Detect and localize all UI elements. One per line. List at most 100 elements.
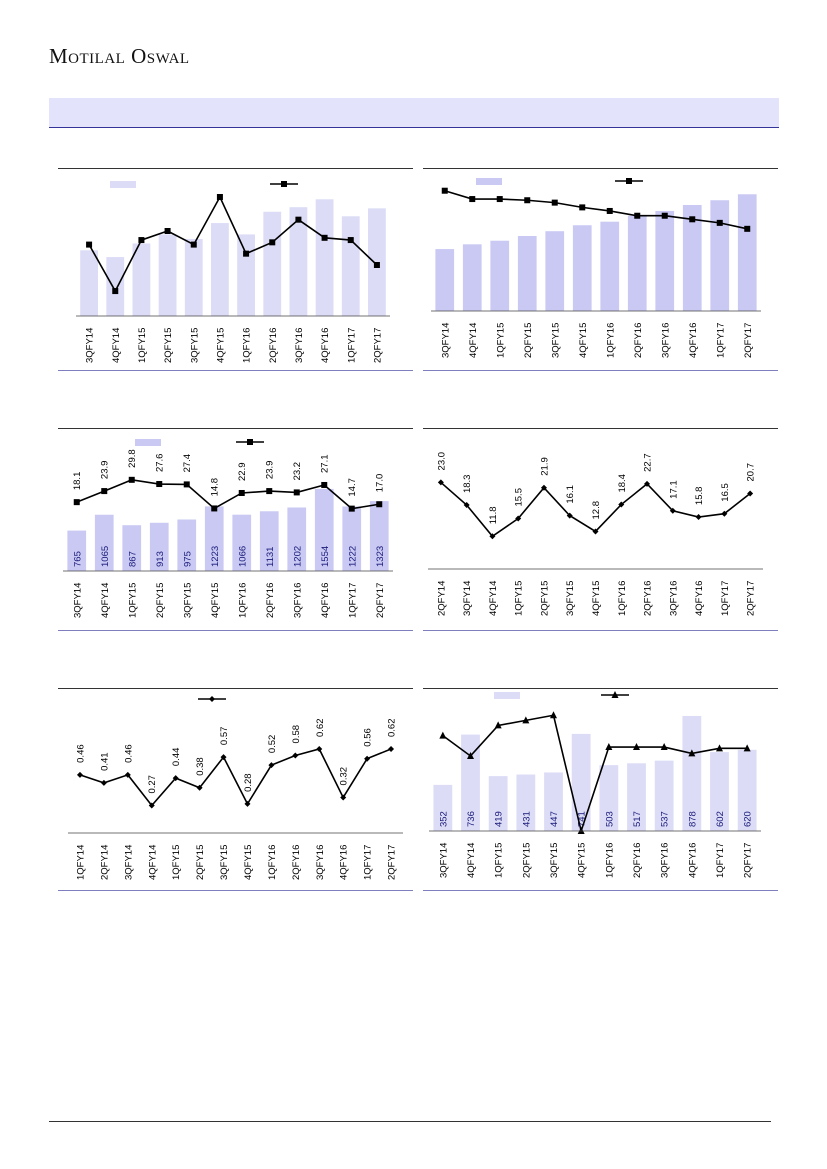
line-point [605, 743, 613, 751]
legend-bar-swatch [135, 439, 161, 446]
line-point [577, 827, 585, 834]
x-tick-label: 1QFY17 [715, 323, 726, 358]
x-tick-label: 4QFY14 [111, 328, 122, 363]
line-point [321, 234, 328, 241]
x-tick-label: 4QFY14 [488, 581, 499, 616]
line-value-label: 16.1 [565, 485, 576, 504]
x-tick-label: 4QFY16 [694, 581, 705, 616]
legend-bar-swatch [494, 692, 520, 699]
line-point [467, 751, 474, 759]
bar [655, 210, 675, 311]
bar-value-label: 352 [438, 811, 449, 827]
panel-top-rule [423, 688, 778, 689]
x-tick-label: 4QFY15 [578, 323, 589, 358]
bar [232, 514, 252, 571]
x-tick-label: 1QFY16 [604, 843, 615, 878]
series-line [76, 479, 380, 510]
x-tick-label: 2QFY17 [372, 328, 383, 363]
line-point [496, 196, 503, 203]
x-tick-label: 1QFY15 [127, 583, 138, 618]
bar-value-label: 419 [494, 811, 505, 827]
bar [737, 749, 757, 831]
line-point [348, 505, 355, 512]
bar-value-label: 1066 [237, 546, 248, 567]
line-point [634, 212, 641, 219]
x-tick-label: 1QFY17 [363, 845, 374, 880]
x-tick-label: 2QFY16 [268, 328, 279, 363]
x-tick-label: 3QFY15 [182, 583, 193, 618]
panel-bottom-rule [423, 630, 778, 631]
bar-value-label: 741 [577, 811, 588, 827]
bar [237, 234, 255, 316]
bar [627, 763, 646, 831]
line-value-label: 16.5 [720, 483, 731, 502]
bar [287, 507, 307, 571]
line-value-label: 27.6 [155, 454, 166, 473]
line-value-label: 0.28 [243, 773, 254, 792]
x-tick-label: 3QFY16 [660, 323, 671, 358]
line-point [688, 749, 696, 757]
x-tick-label: 2QFY16 [643, 581, 654, 616]
line-value-label: 14.7 [347, 478, 358, 497]
line-point [124, 771, 131, 778]
x-tick-label: 2QFY17 [743, 843, 754, 878]
line-point [112, 288, 119, 295]
x-tick-label: 2QFY16 [291, 845, 302, 880]
line-point [633, 743, 640, 751]
x-tick-label: 2QFY15 [523, 323, 534, 358]
line-point [695, 514, 702, 521]
line-value-label: 17.1 [668, 480, 679, 498]
line-value-label: 17.0 [375, 474, 386, 493]
bar-value-label: 913 [155, 551, 166, 567]
bar [682, 205, 702, 311]
x-tick-label: 4QFY15 [243, 845, 254, 880]
line-point [86, 241, 93, 248]
bar [737, 194, 757, 311]
x-tick-label: 2QFY14 [99, 845, 110, 880]
bar-value-label: 602 [715, 811, 726, 827]
line-value-label: 18.4 [617, 474, 628, 493]
line-point [606, 207, 613, 214]
line-point [689, 216, 696, 223]
line-value-label: 23.2 [292, 462, 303, 481]
line-value-label: 0.32 [339, 767, 350, 786]
line-value-label: 18.1 [72, 472, 83, 491]
chart-5: 0.46 0.41 0.46 0.27 0.44 0.38 0.57 0.28 0.52 0.58… [68, 696, 403, 880]
line-point [247, 439, 253, 445]
line-value-label: 14.8 [210, 478, 221, 497]
bar-value-label: 736 [466, 811, 477, 827]
x-tick-label: 3QFY14 [440, 323, 451, 358]
panel-top-rule [58, 428, 413, 429]
line-value-label: 29.8 [127, 449, 138, 468]
x-tick-label: 2QFY15 [163, 328, 174, 363]
panel-bottom-rule [423, 890, 778, 891]
line-value-label: 21.9 [539, 457, 550, 476]
line-value-label: 20.7 [746, 463, 757, 482]
x-tick-label: 3QFY16 [292, 583, 303, 618]
x-tick-label: 4QFY15 [210, 583, 221, 618]
panel-top-rule [58, 168, 413, 169]
footer-rule [49, 1121, 771, 1122]
line-value-label: 23.9 [265, 461, 276, 480]
x-tick-label: 2QFY17 [743, 323, 754, 358]
x-tick-label: 2QFY16 [265, 583, 276, 618]
line-point [148, 802, 155, 809]
line-point [660, 743, 668, 751]
line-point [209, 696, 215, 702]
bar [184, 238, 203, 316]
line-point [164, 228, 171, 234]
bar [132, 243, 151, 316]
bar [461, 734, 480, 831]
line-point [469, 196, 476, 203]
bar [627, 215, 647, 311]
line-value-label: 18.3 [462, 475, 473, 494]
line-point [489, 533, 496, 540]
line-point [439, 731, 447, 739]
bar-value-label: 1131 [265, 547, 276, 567]
bar-value-label: 1554 [320, 546, 331, 567]
x-tick-label: 3QFY15 [219, 845, 230, 880]
line-point [566, 512, 573, 519]
line-point [76, 771, 83, 778]
x-tick-label: 3QFY14 [123, 845, 134, 880]
line-point [220, 754, 227, 761]
